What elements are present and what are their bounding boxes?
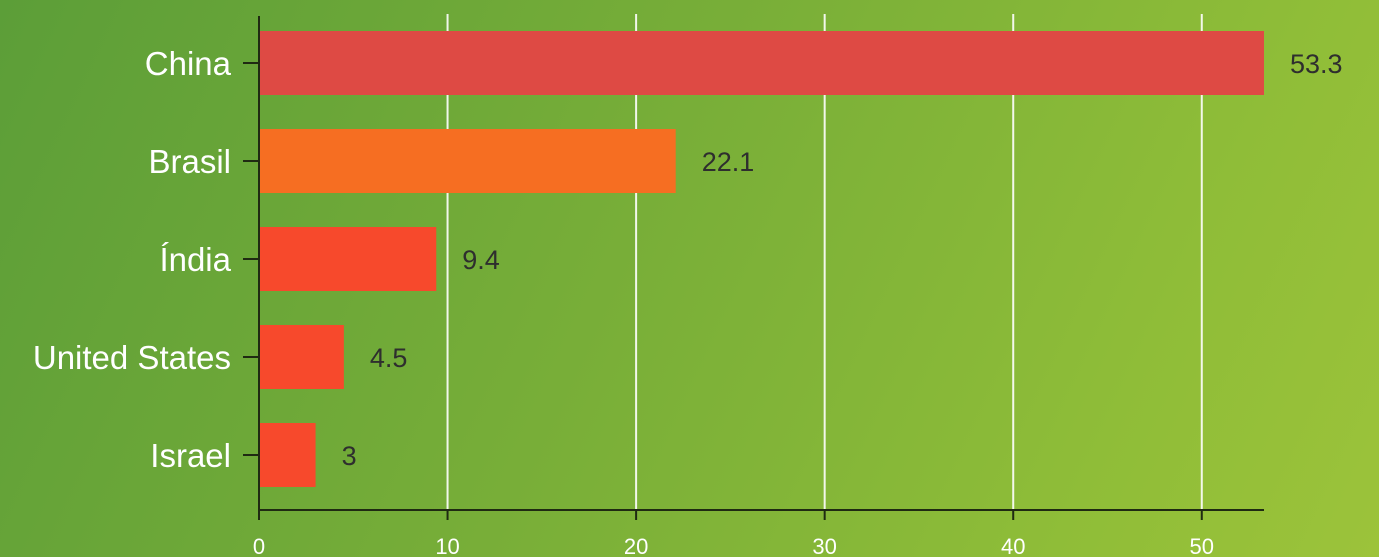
bar-israel <box>259 423 316 487</box>
bar-brasil <box>259 129 676 193</box>
value-label-united-states: 4.5 <box>370 343 408 373</box>
value-label-israel: 3 <box>342 441 357 471</box>
x-tick-label-50: 50 <box>1190 534 1214 557</box>
value-label-brasil: 22.1 <box>702 147 755 177</box>
category-label-united-states: United States <box>33 339 231 376</box>
gridlines <box>446 14 1203 510</box>
category-label-china: China <box>145 45 232 82</box>
x-tick-label-40: 40 <box>1001 534 1025 557</box>
labels: 0 10 20 30 40 50 China 53.3 Brasil 22.1 Índia 9.4 Un… <box>33 45 1343 557</box>
value-label-ndia: 9.4 <box>462 245 500 275</box>
x-tick-label-30: 30 <box>812 534 836 557</box>
bar-united-states <box>259 325 344 389</box>
category-label-israel: Israel <box>150 437 231 474</box>
bar-ndia <box>259 227 437 291</box>
x-tick-label-0: 0 <box>253 534 265 557</box>
category-label-brasil: Brasil <box>148 143 231 180</box>
bar-china <box>259 31 1264 95</box>
x-tick-label-10: 10 <box>435 534 459 557</box>
axes <box>243 16 1264 520</box>
category-label-ndia: Índia <box>159 241 231 278</box>
value-label-china: 53.3 <box>1290 49 1343 79</box>
x-tick-label-20: 20 <box>624 534 648 557</box>
bars <box>259 31 1264 487</box>
